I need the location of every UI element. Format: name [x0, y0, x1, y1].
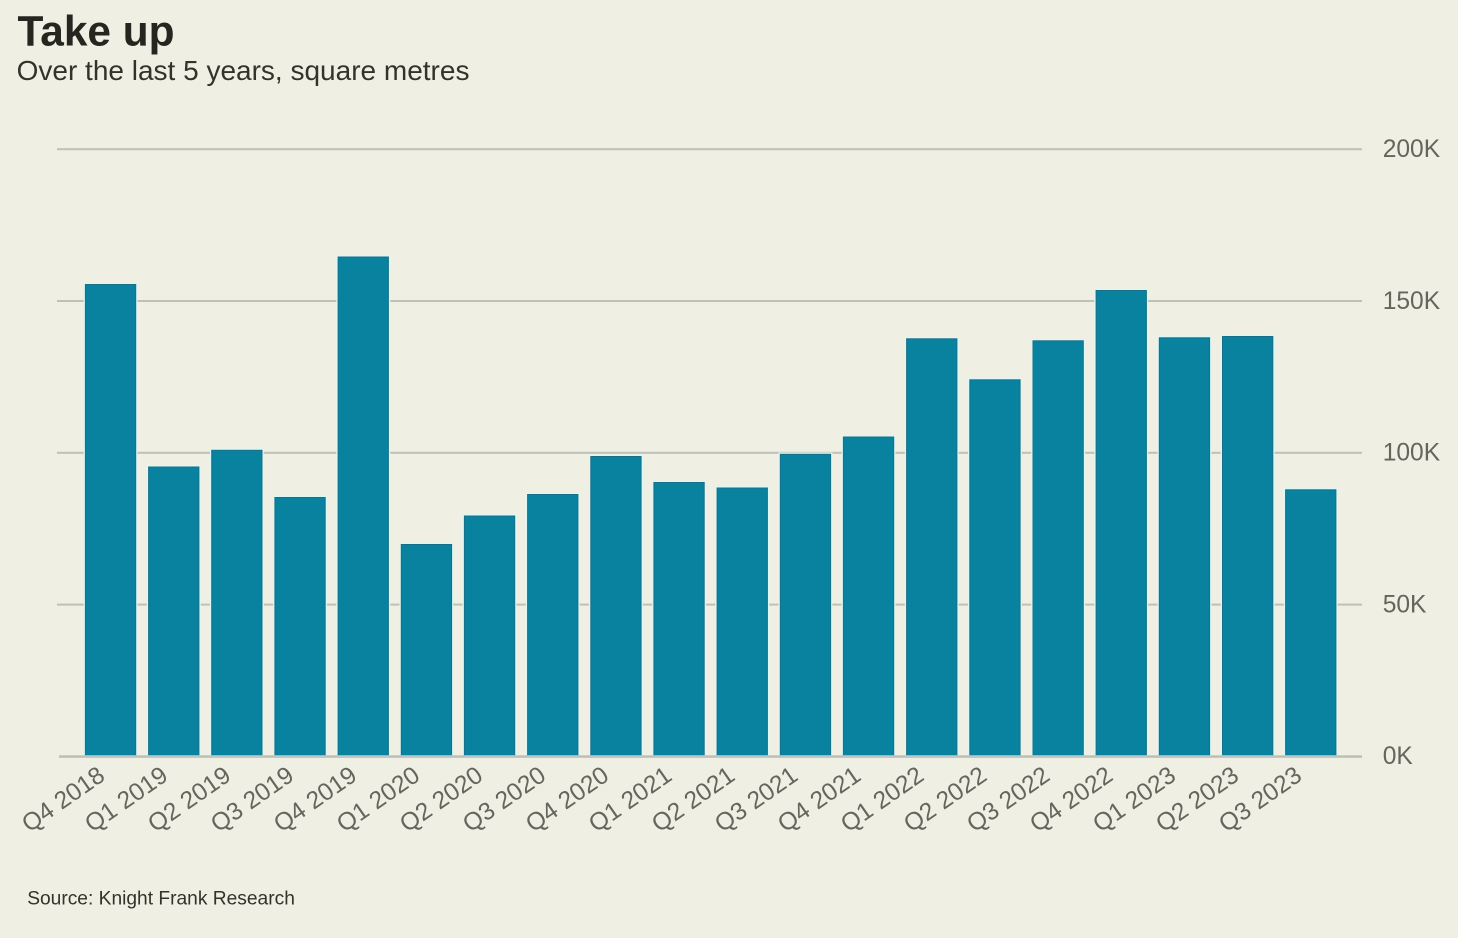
- svg-text:0K: 0K: [1383, 743, 1414, 770]
- svg-text:150K: 150K: [1383, 288, 1441, 315]
- svg-text:50K: 50K: [1383, 591, 1427, 618]
- svg-text:200K: 200K: [1383, 136, 1441, 163]
- svg-text:Take up: Take up: [18, 7, 175, 54]
- svg-text:Over the last 5 years, square: Over the last 5 years, square metres: [17, 55, 470, 86]
- svg-text:Source: Knight Frank Research: Source: Knight Frank Research: [27, 889, 295, 910]
- svg-text:100K: 100K: [1383, 440, 1441, 467]
